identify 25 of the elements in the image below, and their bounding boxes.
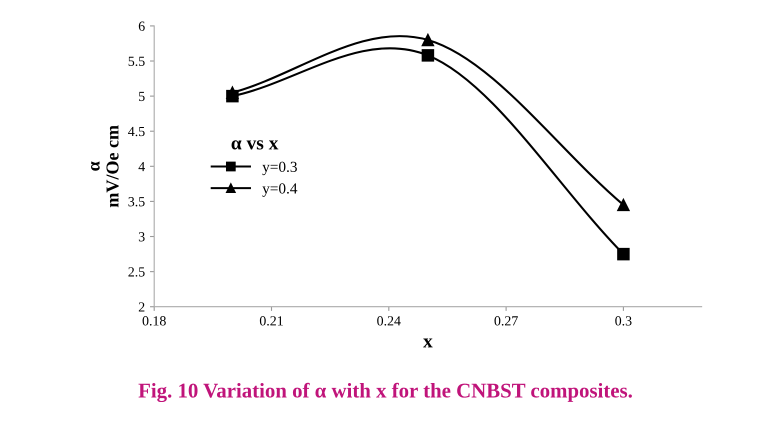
y-tick-label: 3.5 [128,197,145,206]
legend-label: y=0.4 [262,183,298,197]
y-tick-label: 4 [138,162,145,172]
x-tick-label: 0.21 [260,316,283,326]
x-tick-label: 0.24 [377,316,401,326]
point [422,34,434,46]
point [617,248,630,260]
y-tick-label: 6 [138,22,145,31]
legend-title: α vs x [232,140,278,150]
y-tick-label: 2 [138,302,144,312]
point [617,198,630,212]
y-tick-label: 4.5 [128,126,145,136]
x-tick-label: 0.27 [494,316,518,326]
y-tick-label: 5 [139,92,145,102]
x-axis-title: x [423,338,433,348]
x-tick-label: 0.18 [142,316,166,326]
point [226,86,239,99]
y-tick-label: 3 [138,232,145,242]
point [422,49,434,62]
x-tick-label: 0.3 [615,316,632,326]
legend-label: y=0.3 [262,162,297,176]
y-axis-title: α mV/Oe cm [91,125,119,208]
y-tick-label: 5.5 [128,56,145,66]
caption: Fig. 10 Variation of α with x for the CNBST composites. [138,382,632,402]
y-tick-label: 2.5 [128,267,145,277]
